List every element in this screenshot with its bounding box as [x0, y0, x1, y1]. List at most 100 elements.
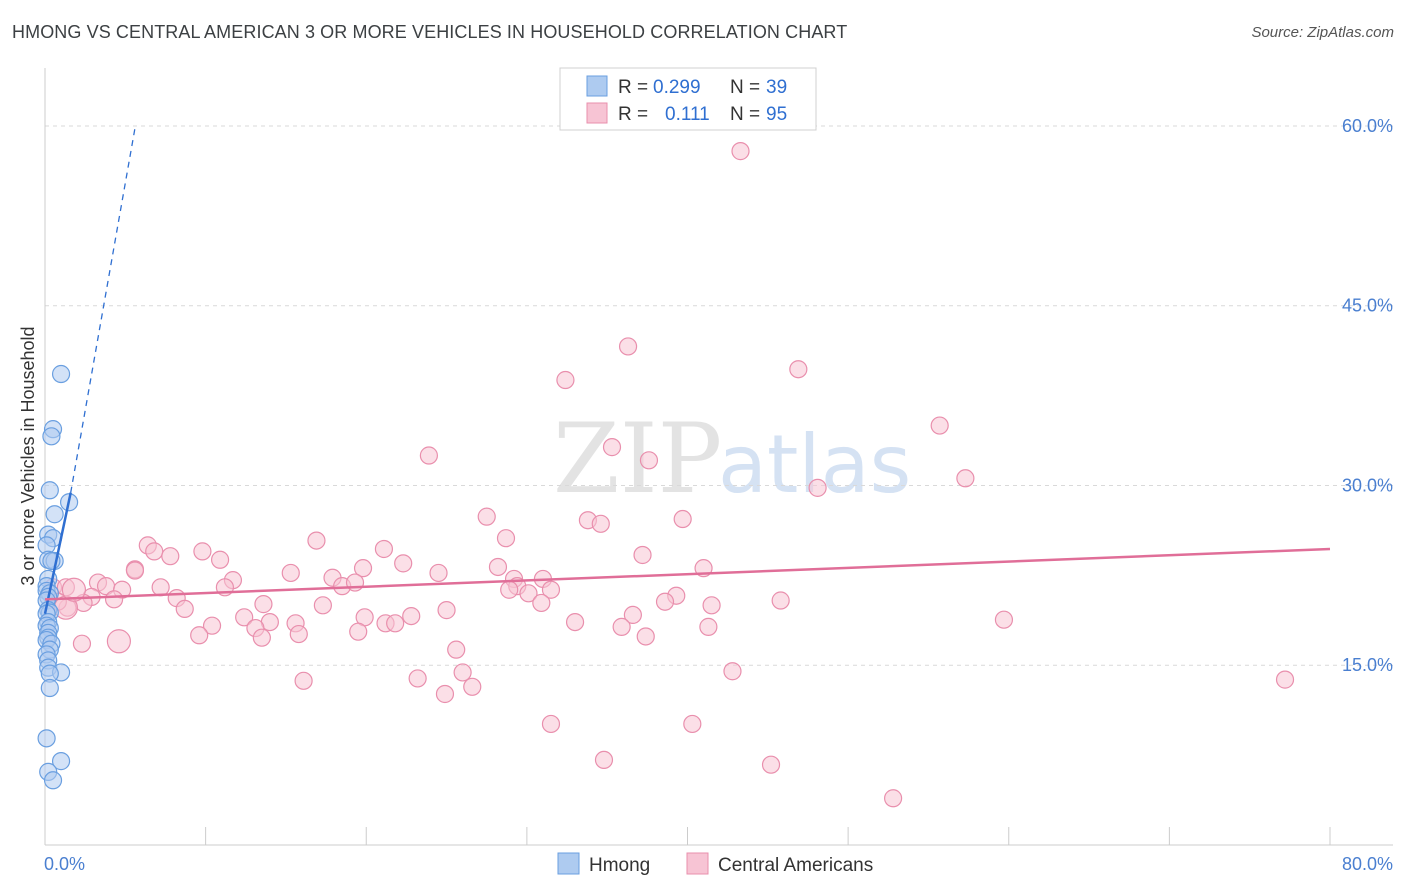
central-americans-point: [1275, 670, 1295, 689]
central-americans-point: [210, 550, 230, 569]
central-americans-point: [702, 596, 721, 615]
legend-r-value-hmong: 0.299: [653, 77, 701, 98]
legend-swatch-hmong: [586, 75, 608, 97]
y-tick-labels: 15.0% 30.0% 45.0% 60.0%: [1342, 116, 1393, 675]
central-americans-point: [175, 599, 194, 619]
central-americans-point: [500, 580, 519, 599]
central-americans-point: [281, 563, 300, 583]
central-americans-point: [761, 755, 781, 774]
central-americans-point: [618, 337, 638, 356]
central-americans-point: [437, 601, 456, 620]
central-americans-point: [125, 561, 145, 580]
central-americans-point: [353, 559, 373, 578]
x-ticks: [44, 827, 1331, 845]
central-americans-point: [699, 617, 718, 636]
hmong-trend-extension: [70, 128, 136, 493]
central-americans-point: [72, 634, 92, 653]
legend-n-value-hmong: 39: [766, 77, 787, 98]
gridlines: [45, 125, 1393, 666]
central-americans-trend-line: [44, 547, 1331, 601]
central-americans-point: [673, 509, 692, 529]
central-americans-point: [789, 360, 808, 379]
central-americans-point: [106, 629, 131, 654]
central-americans-point: [254, 595, 273, 614]
central-americans-point: [202, 616, 222, 635]
central-americans-point: [408, 669, 427, 688]
bottom-legend-label-central-americans: Central Americans: [718, 855, 873, 876]
hmong-trend-line: [43, 492, 72, 614]
central-americans-point: [633, 545, 652, 565]
hmong-point: [43, 771, 63, 790]
central-americans-point: [104, 590, 124, 609]
legend-r-value-central-americans: 0.111: [665, 104, 710, 125]
central-americans-point: [639, 451, 659, 470]
y-tick-label: 60.0%: [1342, 116, 1393, 136]
legend-r-label-central-americans: R =: [618, 104, 648, 125]
central-americans-point: [488, 557, 508, 577]
central-americans-point: [447, 640, 466, 659]
central-americans-point: [883, 789, 903, 808]
central-americans-point: [294, 671, 313, 690]
central-americans-point: [289, 624, 308, 644]
central-americans-point: [193, 542, 212, 561]
watermark-zip: ZIP: [553, 403, 722, 515]
central-americans-point: [161, 547, 180, 566]
hmong-point: [40, 678, 59, 698]
central-americans-point: [145, 542, 164, 561]
central-americans-point: [435, 684, 455, 704]
central-americans-point: [591, 514, 610, 533]
central-americans-point: [602, 438, 622, 457]
y-axis-label: 3 or more Vehicles in Household: [18, 326, 38, 585]
hmong-point: [42, 427, 61, 446]
central-americans-point: [771, 591, 790, 610]
trend-lines: [43, 128, 1331, 614]
legend-swatch-central-americans: [586, 102, 608, 124]
hmong-point: [51, 364, 71, 384]
central-americans-point: [151, 578, 170, 597]
central-americans-point: [612, 617, 631, 636]
central-americans-point: [386, 614, 405, 633]
central-americans-point: [252, 628, 271, 647]
source-label: Source: ZipAtlas.com: [1251, 24, 1394, 41]
central-americans-point: [307, 531, 326, 550]
central-americans-point: [61, 577, 87, 602]
central-americans-point: [723, 662, 742, 681]
central-americans-point: [419, 446, 438, 465]
central-americans-point: [556, 370, 575, 390]
central-americans-point: [496, 529, 516, 548]
central-americans-point: [349, 622, 368, 641]
watermark: ZIP atlas: [553, 403, 911, 515]
central-americans-point: [313, 596, 332, 615]
central-americans-point: [190, 626, 209, 645]
central-americans-point: [477, 507, 496, 526]
stats-legend: R = 0.299 N = 39 R = 0.111 N = 95: [559, 67, 817, 131]
y-tick-label: 30.0%: [1342, 475, 1393, 495]
hmong-point: [40, 481, 59, 500]
hmong-point: [37, 729, 56, 748]
central-americans-point: [808, 478, 827, 497]
central-americans-point: [655, 592, 675, 611]
hmong-point: [45, 505, 64, 524]
series-legend: Hmong Central Americans: [557, 852, 873, 876]
bottom-legend-label-hmong: Hmong: [589, 855, 650, 876]
legend-r-label-hmong: R =: [618, 77, 648, 98]
x-tick-label-min: 0.0%: [44, 854, 85, 874]
legend-n-value-central-americans: 95: [766, 104, 787, 125]
central-americans-point: [519, 584, 538, 603]
central-americans-point: [453, 663, 472, 682]
central-americans-point: [402, 606, 421, 626]
central-americans-point: [463, 677, 482, 696]
central-americans-point: [394, 554, 413, 573]
y-tick-label: 15.0%: [1342, 655, 1393, 675]
central-americans-point: [636, 627, 655, 646]
watermark-atlas: atlas: [718, 418, 911, 511]
central-americans-point: [565, 612, 585, 632]
legend-n-label-hmong: N =: [730, 77, 760, 98]
hmong-points: [37, 364, 79, 790]
x-tick-label-max: 80.0%: [1342, 854, 1393, 874]
y-tick-label: 45.0%: [1342, 296, 1393, 316]
central-americans-point: [594, 750, 614, 770]
central-americans-point: [235, 608, 254, 627]
bottom-legend-swatch-central-americans: [686, 852, 709, 875]
